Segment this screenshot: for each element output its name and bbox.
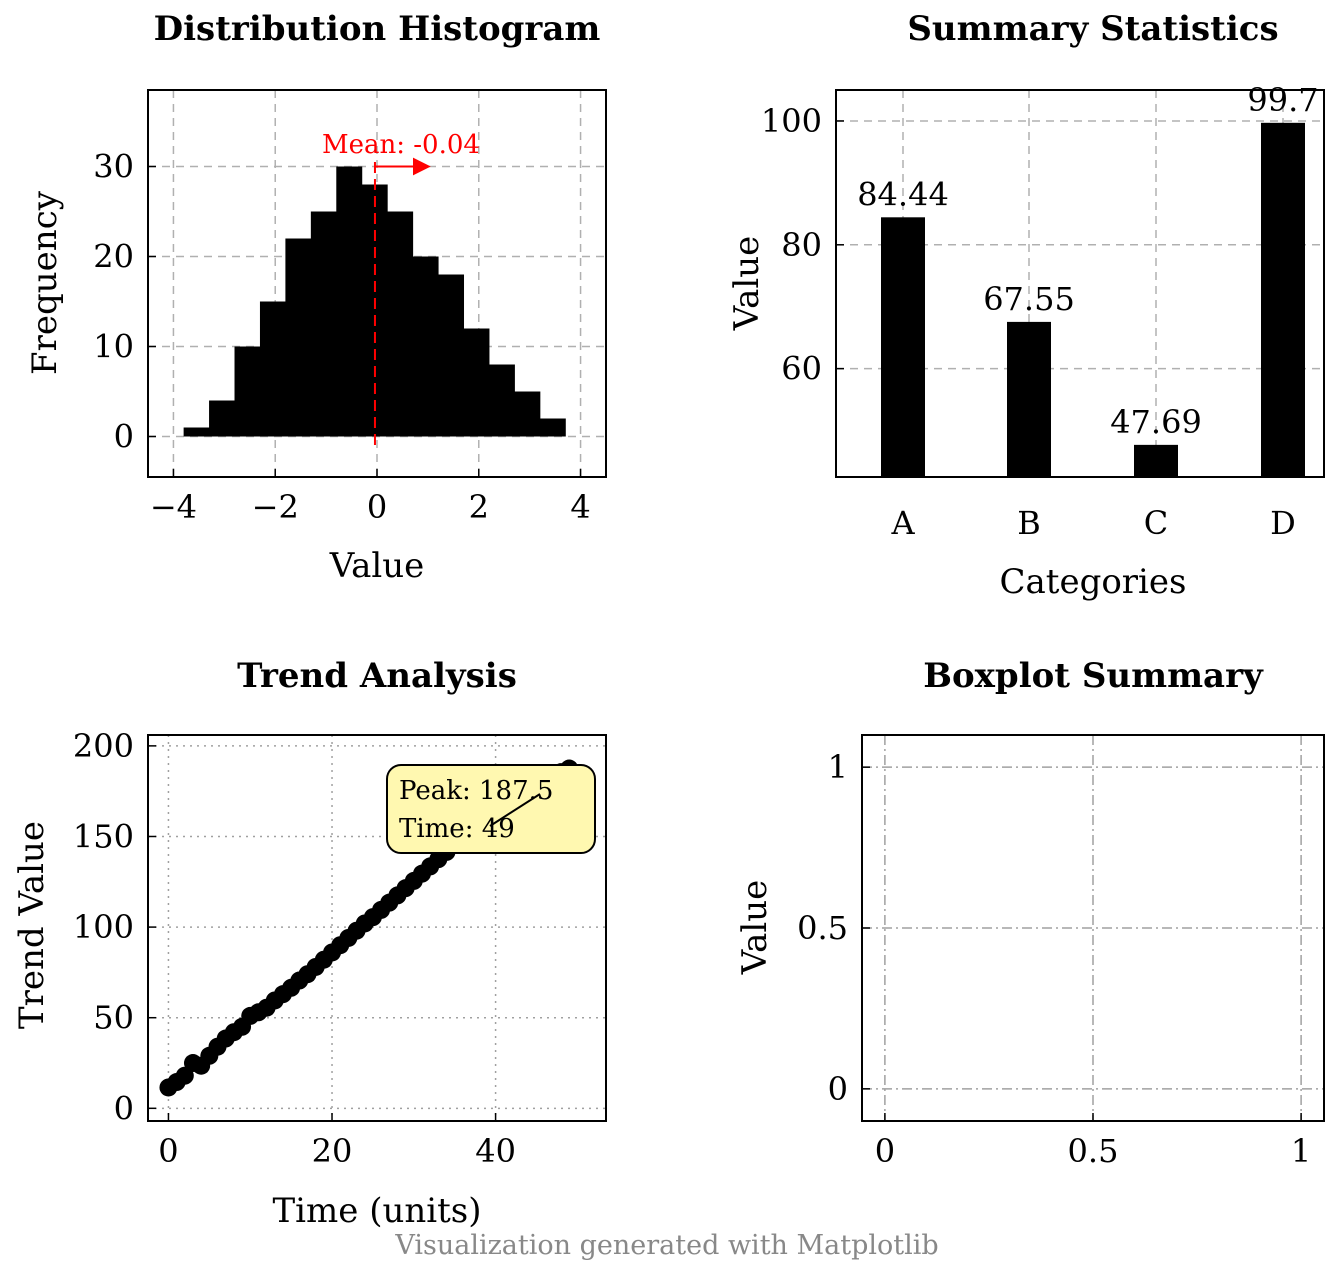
summary-panel: Summary Statistics 84.44 67.55 47.69 99.7 A… xyxy=(727,9,1325,602)
summary-tick-label-x: B xyxy=(1017,504,1041,542)
histogram-bar xyxy=(463,328,490,437)
trend-title: Trend Analysis xyxy=(237,656,517,696)
histogram-tick-label-x: −4 xyxy=(150,488,197,526)
boxplot-grid xyxy=(862,735,1324,1121)
summary-bar-label: 47.69 xyxy=(1110,403,1202,441)
summary-tick-label-x: D xyxy=(1270,504,1296,542)
histogram-tick-label-y: 20 xyxy=(93,238,134,276)
summary-frame xyxy=(835,89,1325,478)
footer-note: Visualization generated with Matplotlib xyxy=(394,1230,938,1261)
summary-tick-label-x: C xyxy=(1144,504,1168,542)
histogram-tick-label-x: −2 xyxy=(252,488,299,526)
histogram-bar xyxy=(183,427,210,437)
trend-ticks: 0 20 40 0 50 100 150 200 xyxy=(73,727,516,1170)
histogram-tick-label-y: 10 xyxy=(93,328,134,366)
boxplot-tick-label-y: 0 xyxy=(828,1070,848,1108)
trend-panel: Trend Analysis Peak: 187.5 Time: 49 0 20 4… xyxy=(12,656,607,1231)
histogram-mean-label: Mean: -0.04 xyxy=(322,130,480,160)
histogram-tick-label-x: 2 xyxy=(469,488,489,526)
summary-bar-label: 67.55 xyxy=(983,280,1075,318)
trend-annotation-box xyxy=(386,764,596,854)
histogram-tick-label-x: 0 xyxy=(367,488,387,526)
summary-ylabel: Value xyxy=(727,236,767,332)
boxplot-panel: Boxplot Summary 0 0.5 1 0 0.5 1 Value xyxy=(735,656,1325,1170)
trend-tick-label-y: 200 xyxy=(73,727,134,765)
boxplot-ylabel: Value xyxy=(735,880,775,976)
boxplot-ticks: 0 0.5 1 0 0.5 1 xyxy=(797,748,1311,1170)
histogram-tick-label-x: 4 xyxy=(570,488,590,526)
trend-annotation-arrow xyxy=(489,793,541,827)
trend-annotation-line2: Time: 49 xyxy=(399,814,515,844)
summary-bar xyxy=(881,217,925,477)
trend-tick-label-y: 0 xyxy=(114,1089,134,1127)
boxplot-tick-label-x: 0.5 xyxy=(1068,1132,1119,1170)
histogram-bar xyxy=(336,166,363,437)
histogram-xlabel: Value xyxy=(329,546,425,586)
summary-bar-label: 99.7 xyxy=(1247,81,1318,119)
trend-xlabel: Time (units) xyxy=(272,1191,481,1231)
histogram-ylabel: Frequency xyxy=(25,190,65,375)
summary-xlabel: Categories xyxy=(1000,562,1187,602)
summary-title: Summary Statistics xyxy=(907,9,1278,49)
boxplot-tick-label-x: 1 xyxy=(1291,1132,1311,1170)
histogram-tick-label-y: 0 xyxy=(114,418,134,456)
histogram-bar xyxy=(387,211,414,437)
boxplot-tick-label-x: 0 xyxy=(875,1132,895,1170)
histogram-bar xyxy=(539,418,566,437)
histogram-bar xyxy=(488,364,515,437)
trend-ylabel: Trend Value xyxy=(12,821,52,1029)
histogram-bar xyxy=(412,256,439,437)
histogram-bar xyxy=(438,274,465,437)
summary-bars: 84.44 67.55 47.69 99.7 xyxy=(857,81,1319,477)
histogram-bar xyxy=(514,391,541,437)
trend-tick-label-y: 100 xyxy=(73,908,134,946)
histogram-bars xyxy=(183,166,566,437)
summary-tick-label-x: A xyxy=(890,504,915,542)
boxplot-tick-label-y: 1 xyxy=(828,748,848,786)
histogram-panel: Distribution Histogram Mean: -0.04 −4 −2 0… xyxy=(25,9,607,586)
histogram-bar xyxy=(361,184,388,437)
trend-tick-label-x: 20 xyxy=(312,1132,353,1170)
summary-tick-label-y: 80 xyxy=(781,226,822,264)
summary-tick-label-y: 100 xyxy=(761,102,822,140)
histogram-bar xyxy=(285,238,312,437)
histogram-bar xyxy=(259,301,286,437)
summary-bar xyxy=(1261,122,1305,477)
trend-tick-label-x: 40 xyxy=(475,1132,516,1170)
histogram-bar xyxy=(209,400,236,437)
summary-tick-label-y: 60 xyxy=(781,350,822,388)
histogram-bar xyxy=(234,346,261,437)
trend-tick-label-y: 150 xyxy=(73,817,134,855)
histogram-tick-label-y: 30 xyxy=(93,148,134,186)
trend-tick-label-x: 0 xyxy=(158,1132,178,1170)
summary-ticks: A B C D 60 80 100 xyxy=(761,102,1296,542)
histogram-ticks: −4 −2 0 2 4 0 10 20 30 xyxy=(93,148,590,527)
boxplot-tick-label-y: 0.5 xyxy=(797,909,848,947)
histogram-title: Distribution Histogram xyxy=(154,9,601,49)
summary-bar xyxy=(1007,321,1051,477)
trend-annotation-line1: Peak: 187.5 xyxy=(399,776,553,806)
summary-bar-label: 84.44 xyxy=(857,175,949,213)
trend-annotation: Peak: 187.5 Time: 49 xyxy=(386,764,596,854)
boxplot-title: Boxplot Summary xyxy=(923,656,1264,696)
histogram-bar xyxy=(310,211,337,437)
trend-tick-label-y: 50 xyxy=(93,999,134,1037)
trend-frame xyxy=(147,734,607,1122)
